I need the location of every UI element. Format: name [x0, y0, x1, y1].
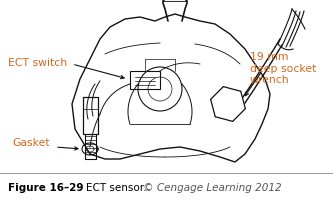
Text: ECT switch: ECT switch	[8, 58, 67, 68]
Bar	[130, 72, 160, 90]
Text: 19 mm
deep socket
wrench: 19 mm deep socket wrench	[250, 52, 316, 85]
Text: ECT sensor.: ECT sensor.	[73, 182, 147, 192]
Text: Figure 16–29: Figure 16–29	[8, 182, 84, 192]
Text: Gasket: Gasket	[12, 137, 50, 147]
Text: © Cengage Learning 2012: © Cengage Learning 2012	[140, 182, 282, 192]
